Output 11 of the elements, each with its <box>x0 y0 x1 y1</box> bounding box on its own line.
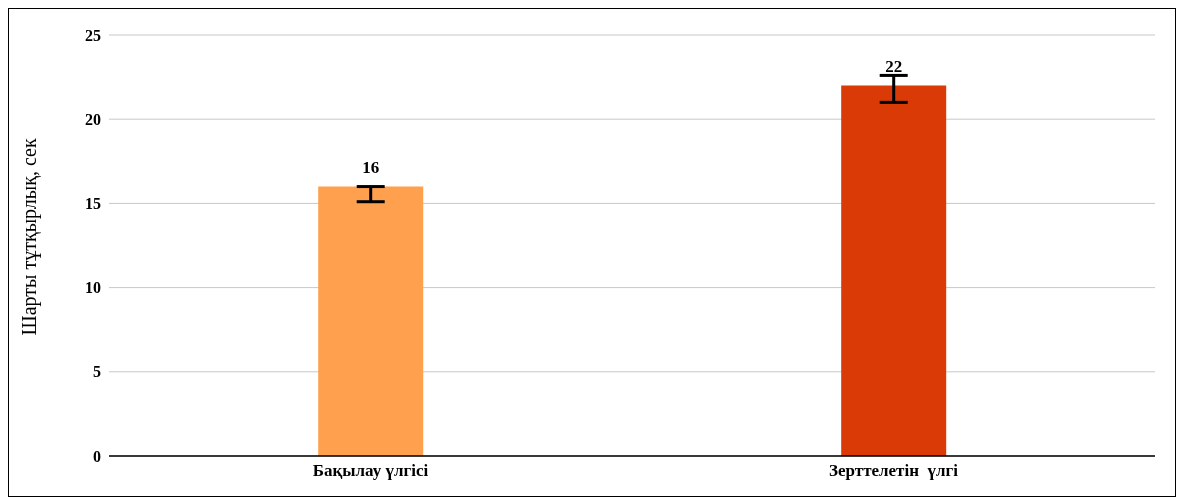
data-label: 22 <box>885 56 903 76</box>
y-tick-label: 20 <box>85 110 101 128</box>
x-tick-label: Бақылау үлгісі <box>312 461 429 481</box>
y-tick-label: 25 <box>85 26 101 44</box>
x-tick-label: Зерттелетін үлгі <box>829 461 959 481</box>
y-tick-label: 10 <box>85 279 101 297</box>
y-axis-title: Шарты тұтқырлық, сек <box>18 138 42 336</box>
data-label: 16 <box>362 157 380 177</box>
y-tick-label: 0 <box>93 447 101 465</box>
y-tick-label: 5 <box>93 363 101 381</box>
y-tick-label: 15 <box>85 195 101 213</box>
